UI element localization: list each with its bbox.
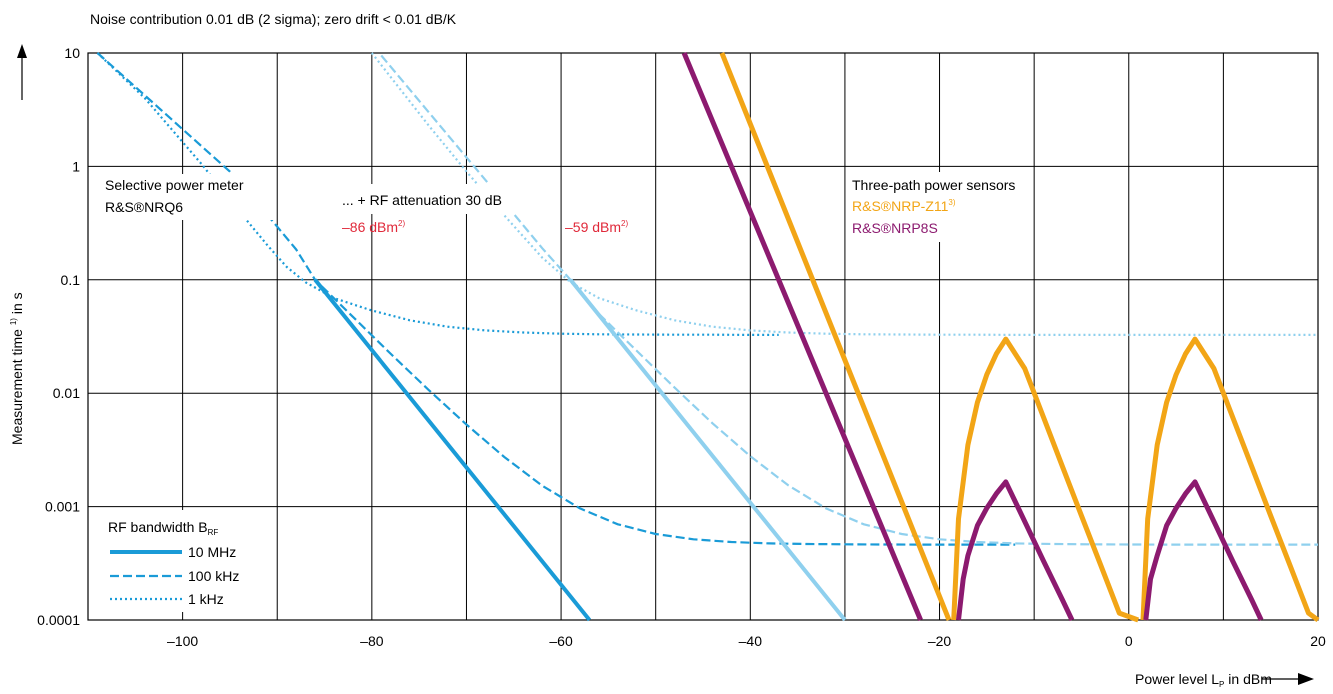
legend-box xyxy=(100,510,274,612)
atten-label-bg xyxy=(335,184,547,214)
annotations: Selective power meter R&S®NRQ6 ... + RF … xyxy=(100,172,1026,242)
chart-title: Noise contribution 0.01 dB (2 sigma); ze… xyxy=(90,11,457,27)
series-nrq6_atten-dashed xyxy=(380,54,1318,546)
nrp8s-label: R&S®NRP8S xyxy=(852,220,938,236)
level-marker-59: –59 dBm2) xyxy=(565,219,628,235)
x-tick-labels: –100 –80 –60 –40 –20 0 20 xyxy=(167,633,1326,649)
x-tick-label: –20 xyxy=(928,633,952,649)
y-tick-label: 0.01 xyxy=(53,385,80,401)
x-tick-label: 0 xyxy=(1125,633,1133,649)
legend-item-100khz: 100 kHz xyxy=(188,568,239,584)
series-nrq6-solid xyxy=(313,278,592,622)
grid xyxy=(87,52,1319,621)
x-axis-label: Power level LP in dBm xyxy=(1135,671,1272,689)
y-tick-label: 10 xyxy=(64,45,80,61)
y-tick-label: 0.0001 xyxy=(37,612,80,628)
x-tick-label: –100 xyxy=(167,633,198,649)
nrq6-title: Selective power meter xyxy=(105,177,244,193)
x-axis-label-group: Power level LP in dBm xyxy=(1135,671,1314,689)
y-axis-arrow-icon xyxy=(17,44,27,58)
series-nrq6_atten-solid xyxy=(568,278,847,622)
nrq6-label-bg xyxy=(100,174,276,220)
x-axis-arrow-icon xyxy=(1298,673,1314,685)
level-marker-86: –86 dBm2) xyxy=(342,219,405,235)
legend-title: RF bandwidth BRF xyxy=(108,519,218,537)
legend-item-10mhz: 10 MHz xyxy=(188,544,236,560)
series-nrp_z11-solid xyxy=(1140,336,1320,623)
x-tick-label: –80 xyxy=(360,633,384,649)
legend-item-1khz: 1 kHz xyxy=(188,591,224,607)
y-axis-label: Measurement time 1) in s xyxy=(9,292,25,445)
series-nrp8s-solid xyxy=(956,479,1075,622)
x-tick-label: –60 xyxy=(549,633,573,649)
series-nrp_z11-solid xyxy=(719,52,952,621)
y-tick-labels: 0.0001 0.001 0.01 0.1 1 10 xyxy=(37,45,80,628)
three-path-title: Three-path power sensors xyxy=(852,177,1015,193)
series-nrp8s-solid xyxy=(681,52,923,621)
legend: RF bandwidth BRF 10 MHz 100 kHz 1 kHz xyxy=(100,510,274,612)
nrq6-model: R&S®NRQ6 xyxy=(105,199,183,215)
series-nrp8s-solid xyxy=(1143,479,1264,622)
y-tick-label: 1 xyxy=(72,158,80,174)
series-nrq6-dashed xyxy=(96,52,1016,546)
three-path-label-bg xyxy=(846,172,1026,242)
y-tick-label: 0.1 xyxy=(61,272,81,288)
y-tick-label: 0.001 xyxy=(45,499,80,515)
x-tick-label: 20 xyxy=(1310,633,1326,649)
atten-title: ... + RF attenuation 30 dB xyxy=(342,192,502,208)
x-tick-label: –40 xyxy=(739,633,763,649)
series-nrq6_atten-dotted xyxy=(370,52,1318,336)
series-nrp_z11-solid xyxy=(951,336,1140,623)
curves xyxy=(96,52,1320,623)
nrp-z11-label: R&S®NRP-Z113) xyxy=(852,198,956,214)
y-axis-label-group: Measurement time 1) in s xyxy=(9,44,27,445)
